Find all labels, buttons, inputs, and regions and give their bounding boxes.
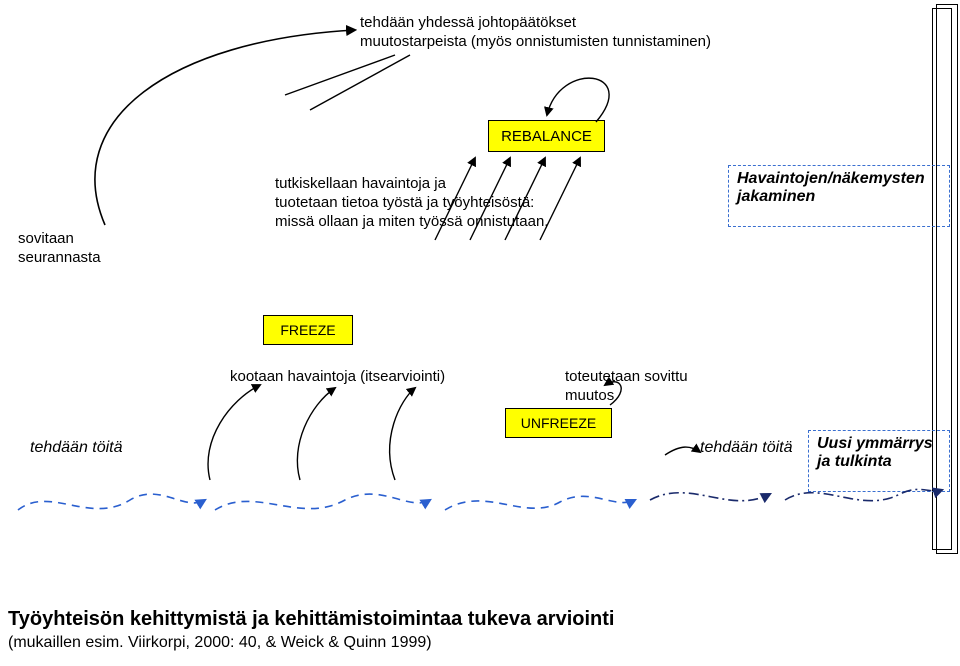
footer-title: Työyhteisön kehittymistä ja kehittämisto… bbox=[8, 608, 614, 631]
top-line-2: muutostarpeista (myös onnistumisten tunn… bbox=[360, 33, 711, 50]
curve-bottom-to-freeze-1 bbox=[208, 385, 260, 480]
mid-line-2: tuotetaan tietoa työstä ja työyhteisöstä… bbox=[275, 194, 534, 211]
mid-text: tutkiskellaan havaintoja ja tuotetaan ti… bbox=[275, 175, 548, 231]
left-line-2: seurannasta bbox=[18, 249, 101, 266]
rebalance-box: REBALANCE bbox=[488, 120, 605, 152]
uusi-line-2: ja tulkinta bbox=[817, 453, 892, 470]
toteutetaan-line-2: muutos bbox=[565, 387, 614, 404]
share-line-1: Havaintojen/näkemysten bbox=[737, 170, 925, 187]
curve-kootaan-to-freeze bbox=[390, 388, 415, 480]
tehdaan-right: tehdään töitä bbox=[700, 438, 793, 458]
unfreeze-label: UNFREEZE bbox=[521, 415, 596, 431]
left-line-1: sovitaan bbox=[18, 230, 74, 247]
tehdaan-left: tehdään töitä bbox=[30, 438, 123, 458]
diagram-stage: tehdään yhdessä johtopäätökset muutostar… bbox=[0, 0, 960, 666]
uusi-label: Uusi ymmärrys ja tulkinta bbox=[817, 435, 933, 471]
uusi-box: Uusi ymmärrys ja tulkinta bbox=[808, 430, 950, 492]
curve-right-hook bbox=[665, 447, 700, 455]
line-top-down-1 bbox=[285, 55, 395, 95]
kootaan-text: kootaan havaintoja (itsearviointi) bbox=[230, 368, 445, 387]
share-label: Havaintojen/näkemysten jakaminen bbox=[737, 170, 925, 206]
loop-rebalance bbox=[547, 78, 609, 122]
mid-line-1: tutkiskellaan havaintoja ja bbox=[275, 175, 446, 192]
wave-blue-3 bbox=[445, 496, 635, 510]
freeze-box: FREEZE bbox=[263, 315, 353, 345]
freeze-label: FREEZE bbox=[280, 322, 335, 338]
wave-blue-1 bbox=[18, 494, 205, 510]
toteutetaan-text: toteutetaan sovittu muutos bbox=[565, 368, 688, 406]
tehdaan-right-line: tehdään töitä bbox=[700, 439, 793, 456]
wave-navy-1 bbox=[650, 493, 770, 501]
left-text: sovitaan seurannasta bbox=[18, 230, 101, 268]
unfreeze-box: UNFREEZE bbox=[505, 408, 612, 438]
arrows-layer bbox=[0, 0, 960, 666]
wave-blue-2 bbox=[215, 494, 430, 510]
uusi-line-1: Uusi ymmärrys bbox=[817, 435, 933, 452]
share-line-2: jakaminen bbox=[737, 188, 815, 205]
kootaan-line: kootaan havaintoja (itsearviointi) bbox=[230, 368, 445, 385]
top-text: tehdään yhdessä johtopäätökset muutostar… bbox=[360, 14, 711, 52]
tehdaan-left-line: tehdään töitä bbox=[30, 439, 123, 456]
share-box: Havaintojen/näkemysten jakaminen bbox=[728, 165, 950, 227]
curve-bottom-to-freeze-2 bbox=[297, 388, 335, 480]
toteutetaan-line-1: toteutetaan sovittu bbox=[565, 368, 688, 385]
rebalance-label: REBALANCE bbox=[501, 128, 592, 145]
mid-line-3: missä ollaan ja miten työssä onnistutaan… bbox=[275, 213, 548, 230]
line-top-down-2 bbox=[310, 55, 410, 110]
footer-sub: (mukaillen esim. Viirkorpi, 2000: 40, & … bbox=[8, 634, 432, 652]
top-line-1: tehdään yhdessä johtopäätökset bbox=[360, 14, 576, 31]
